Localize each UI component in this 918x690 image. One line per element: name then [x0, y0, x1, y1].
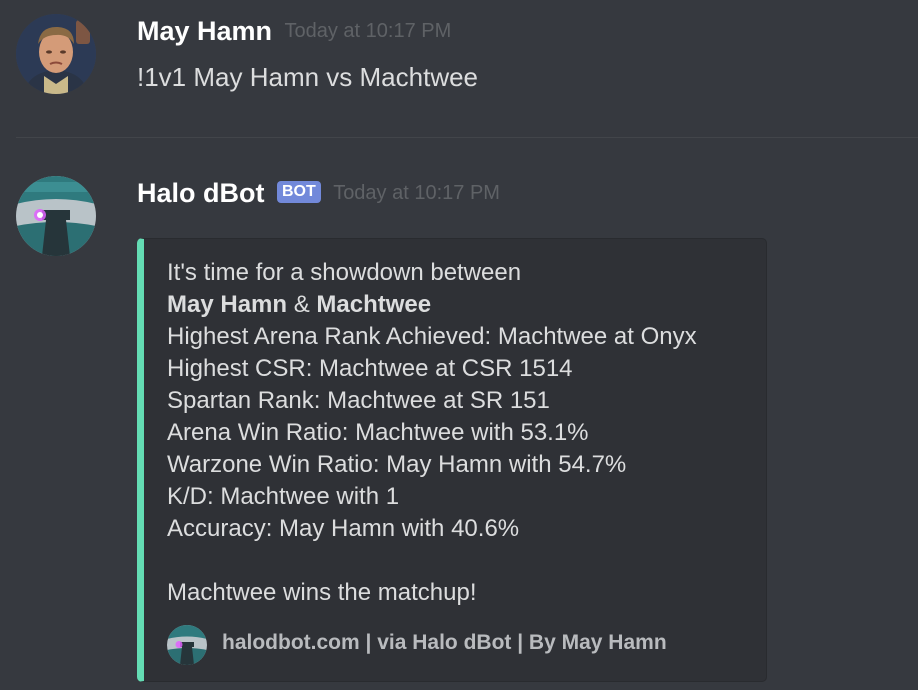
stat-line-kd: K/D: Machtwee with 1 — [167, 483, 400, 510]
stat-line-arena-win-ratio: Arena Win Ratio: Machtwee with 53.1% — [167, 419, 589, 446]
username[interactable]: May Hamn — [137, 16, 273, 46]
embed-intro-line: It's time for a showdown between — [167, 259, 522, 286]
message-header: Halo dBot BOT Today at 10:17 PM — [137, 178, 500, 209]
player-one-name: May Hamn — [167, 291, 288, 318]
message-divider — [16, 137, 918, 138]
stat-line-arena-rank: Highest Arena Rank Achieved: Machtwee at… — [167, 323, 697, 350]
message-content: !1v1 May Hamn vs Machtwee — [137, 62, 479, 92]
embed-result-line: Machtwee wins the matchup! — [167, 579, 477, 606]
message-header: May Hamn Today at 10:17 PM — [137, 16, 451, 47]
embed-players-line: May Hamn & Machtwee — [167, 289, 697, 321]
stat-line-accuracy: Accuracy: May Hamn with 40.6% — [167, 515, 520, 542]
user-avatar-icon[interactable] — [16, 14, 96, 94]
stat-line-csr: Highest CSR: Machtwee at CSR 1514 — [167, 355, 573, 382]
timestamp: Today at 10:17 PM — [333, 182, 500, 204]
player-two-name: Machtwee — [316, 291, 432, 318]
bot-badge: BOT — [276, 180, 321, 203]
message-item: May Hamn Today at 10:17 PM !1v1 May Hamn… — [0, 0, 918, 138]
stat-line-spartan-rank: Spartan Rank: Machtwee at SR 151 — [167, 387, 550, 414]
blank-line — [167, 545, 697, 577]
embed-footer-text: halodbot.com | via Halo dBot | By May Ha… — [222, 631, 667, 654]
stat-line-warzone-win-ratio: Warzone Win Ratio: May Hamn with 54.7% — [167, 451, 627, 478]
embed-description: It's time for a showdown between May Ham… — [167, 257, 697, 609]
username[interactable]: Halo dBot — [137, 178, 265, 208]
halo-dbot-footer-icon — [167, 625, 207, 665]
halo-dbot-avatar-icon[interactable] — [16, 176, 96, 256]
message-item: Halo dBot BOT Today at 10:17 PM It's tim… — [0, 138, 918, 690]
timestamp: Today at 10:17 PM — [284, 20, 452, 42]
ampersand: & — [293, 291, 310, 318]
rich-embed: It's time for a showdown between May Ham… — [137, 238, 767, 682]
